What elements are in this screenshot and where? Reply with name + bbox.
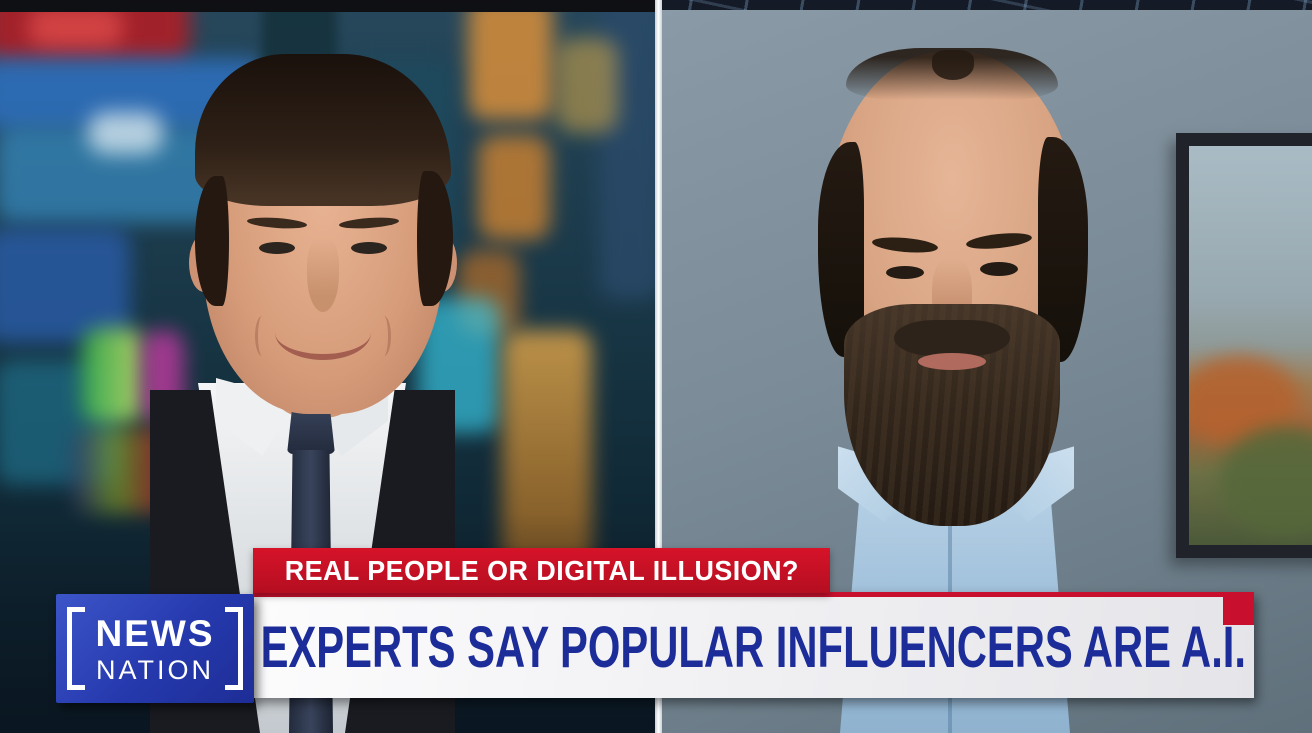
anchor-head — [189, 54, 457, 414]
anchor-hair — [417, 171, 453, 306]
headline-red-corner-accent — [1223, 592, 1254, 625]
guest-eye — [886, 266, 924, 279]
city-lights — [468, 0, 553, 120]
kicker-text: REAL PEOPLE OR DIGITAL ILLUSION? — [284, 554, 799, 586]
video-wall-screen — [88, 112, 163, 154]
guest-blazer-plaid-pattern — [662, 0, 1312, 10]
split-screen-divider — [655, 0, 662, 733]
anchor-eye — [351, 242, 387, 254]
headline-text: EXPERTS SAY POPULAR INFLUENCERS ARE A.I. — [260, 615, 1247, 680]
anchor-hair — [195, 176, 229, 306]
logo-bracket-icon — [67, 607, 85, 690]
logo-text: NEWS NATION — [56, 594, 254, 703]
anchor-nose — [307, 238, 339, 312]
anchor-hair — [195, 54, 451, 206]
kicker-banner: REAL PEOPLE OR DIGITAL ILLUSION? — [253, 548, 830, 593]
video-wall-screen — [82, 328, 144, 423]
guest-mustache — [894, 320, 1010, 356]
city-lights — [556, 38, 618, 133]
logo-news-wordmark: NEWS — [95, 613, 215, 654]
logo-bracket-icon — [225, 607, 243, 690]
logo-nation-wordmark: NATION — [96, 655, 214, 685]
guest-hair — [932, 50, 974, 80]
headline-banner: EXPERTS SAY POPULAR INFLUENCERS ARE A.I. — [253, 592, 1254, 698]
anchor-suit — [0, 0, 656, 12]
picture-frame — [1176, 133, 1312, 558]
video-wall-screen — [0, 228, 130, 343]
anchor-mouth — [275, 330, 371, 360]
anchor-eye — [259, 242, 295, 254]
guest-eye — [980, 262, 1018, 276]
framed-landscape-artwork — [1189, 146, 1312, 545]
guest-head — [818, 48, 1088, 526]
video-wall-screen — [28, 6, 123, 48]
newsnation-logo: NEWS NATION — [56, 594, 254, 703]
city-lights — [478, 135, 550, 240]
guest-mouth — [918, 353, 986, 370]
anchor-smile-line — [377, 316, 391, 356]
guest-blazer — [662, 0, 1312, 10]
anchor-smile-line — [255, 316, 269, 356]
